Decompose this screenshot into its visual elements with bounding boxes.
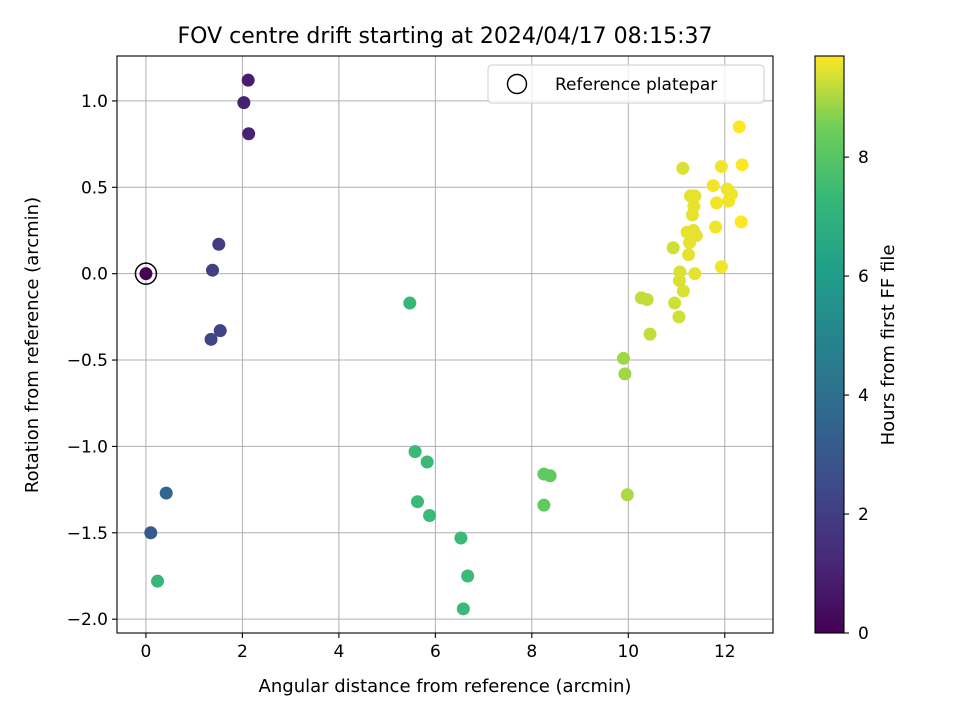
data-point: [237, 96, 251, 110]
y-axis-ticks: −2.0 −1.5 −1.0 −0.5 0.0 0.5 1.0: [67, 92, 117, 630]
data-point: [461, 569, 475, 583]
grid: [117, 56, 773, 633]
x-axis-ticks: 0 2 4 6 8 10 12: [141, 633, 736, 662]
data-point: [423, 509, 437, 523]
data-point: [676, 161, 690, 175]
plot-area: 0 2 4 6 8 10 12 −2.0 −1.5 −1.0 −0.5 0.0 0.5 1.0: [67, 55, 774, 662]
data-point: [672, 310, 686, 324]
y-tick-label: −1.5: [67, 524, 108, 544]
data-point: [643, 327, 657, 341]
data-point: [454, 531, 468, 545]
data-point: [687, 199, 701, 213]
data-point: [144, 526, 158, 540]
data-point: [714, 160, 728, 174]
data-point: [735, 158, 749, 172]
reference-marker-layer: [134, 262, 158, 285]
data-point: [668, 296, 682, 310]
chart-title: FOV centre drift starting at 2024/04/17 …: [178, 24, 713, 49]
data-point: [242, 127, 256, 141]
data-point: [734, 215, 748, 229]
data-point: [204, 332, 218, 346]
colorbar-ticks: 0 2 4 6 8: [844, 148, 869, 644]
legend: Reference platepar: [487, 64, 765, 104]
data-point: [543, 469, 557, 483]
data-point: [732, 120, 746, 134]
y-axis-label: Rotation from reference (arcmin): [22, 197, 43, 493]
data-point: [689, 229, 703, 243]
data-point: [688, 189, 702, 203]
y-tick-label: 1.0: [81, 92, 108, 112]
y-tick-label: −1.0: [67, 437, 108, 457]
x-axis-label: Angular distance from reference (arcmin): [259, 676, 632, 697]
data-point: [213, 324, 227, 338]
data-point: [537, 498, 551, 512]
data-point: [403, 296, 417, 310]
x-tick-label: 12: [714, 642, 736, 662]
data-point: [666, 241, 680, 255]
colorbar-label: Hours from first FF file: [878, 245, 899, 446]
data-point: [710, 196, 724, 210]
y-tick-label: −2.0: [67, 610, 108, 630]
colorbar: 0 2 4 6 8 Hours from first FF file: [814, 55, 899, 644]
legend-box: [487, 64, 765, 104]
colorbar-tick-label: 4: [858, 386, 869, 406]
y-tick-label: 0.0: [81, 265, 108, 285]
plot-frame: [116, 55, 774, 634]
colorbar-tick-label: 8: [858, 148, 869, 168]
x-tick-label: 0: [141, 642, 152, 662]
data-point: [672, 274, 686, 288]
data-point: [420, 455, 434, 469]
x-tick-label: 10: [617, 642, 639, 662]
data-point: [212, 237, 226, 251]
data-point: [682, 248, 696, 262]
legend-marker-open-circle-icon: [506, 73, 528, 95]
data-point: [411, 495, 425, 509]
data-point: [618, 367, 632, 381]
data-point: [640, 293, 654, 307]
data-point: [206, 263, 220, 277]
colorbar-gradient: [815, 56, 844, 633]
x-tick-label: 2: [237, 642, 248, 662]
legend-entry-label: Reference platepar: [555, 75, 717, 95]
data-point: [676, 284, 690, 298]
x-tick-label: 4: [333, 642, 344, 662]
data-point: [151, 574, 165, 588]
data-point: [408, 445, 422, 459]
data-point: [725, 187, 739, 201]
data-point: [688, 267, 702, 281]
colorbar-tick-label: 0: [858, 624, 869, 644]
plot-background: [117, 56, 773, 633]
y-tick-label: −0.5: [67, 351, 108, 371]
y-tick-label: 0.5: [81, 178, 108, 198]
data-point: [159, 486, 173, 500]
data-point: [706, 179, 720, 193]
x-tick-label: 6: [430, 642, 441, 662]
data-point: [709, 220, 723, 234]
x-tick-label: 8: [526, 642, 537, 662]
colorbar-tick-label: 2: [858, 505, 869, 525]
colorbar-frame: [814, 55, 845, 634]
data-point: [456, 602, 470, 616]
reference-platepar-marker: [134, 262, 158, 285]
colorbar-tick-label: 6: [858, 267, 869, 287]
data-point: [620, 488, 634, 502]
data-point: [241, 73, 255, 87]
data-points: [139, 73, 749, 616]
data-point: [616, 351, 630, 365]
data-point: [714, 260, 728, 274]
data-point: [139, 267, 153, 281]
